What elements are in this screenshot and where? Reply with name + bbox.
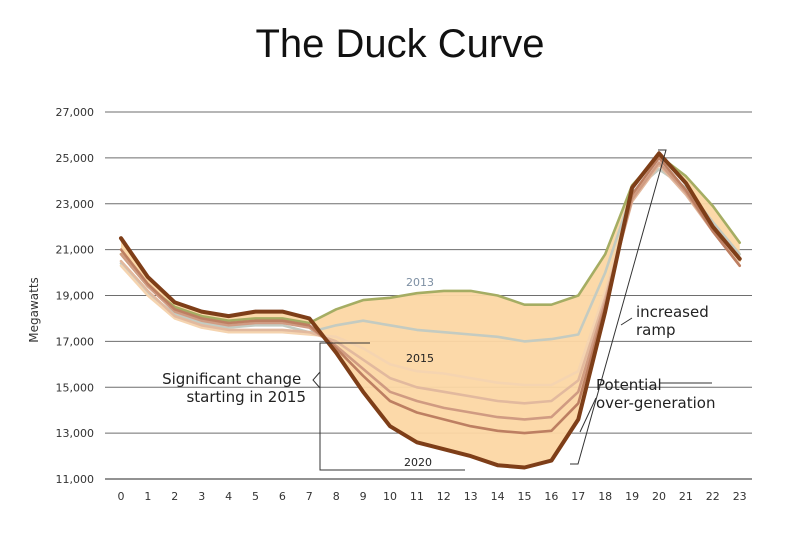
x-tick-label: 21 <box>679 490 693 503</box>
y-tick-label: 15,000 <box>56 381 95 394</box>
y-tick-label: 11,000 <box>56 473 95 486</box>
series-line <box>119 163 742 405</box>
chart-title: The Duck Curve <box>255 22 545 66</box>
x-tick-labels: 0 1 2 3 4 5 6 7 8 9 10 11 12 13 14 15 16 17 18 19 20 21 22 23 <box>118 490 747 503</box>
annotation-increased-ramp-line2: ramp <box>636 321 676 339</box>
annotation-potential-overgeneration-line1: Potential <box>596 376 662 394</box>
x-tick-label: 4 <box>225 490 232 503</box>
x-tick-label: 20 <box>652 490 666 503</box>
svg-text:Potential over-generatio: Potential over-generation <box>596 376 715 412</box>
x-tick-label: 13 <box>464 490 478 503</box>
y-tick-label: 27,000 <box>56 106 95 119</box>
bracket-significant-change <box>319 342 465 471</box>
bracket-pointer <box>312 371 321 389</box>
x-tick-label: 18 <box>598 490 612 503</box>
series-labels: 2013 2015 2020 <box>404 276 434 469</box>
x-tick-label: 6 <box>279 490 286 503</box>
x-tick-label: 7 <box>306 490 313 503</box>
series-label: 2015 <box>406 352 434 365</box>
x-tick-label: 22 <box>706 490 720 503</box>
x-tick-label: 17 <box>571 490 585 503</box>
annotation-increased-ramp: increased ramp <box>570 149 714 465</box>
x-tick-label: 11 <box>410 490 424 503</box>
annotation-potential-overgeneration-line2: over-generation <box>596 394 715 412</box>
x-tick-label: 0 <box>118 490 125 503</box>
annotation-significant-change-line2: starting in 2015 <box>186 388 306 406</box>
x-tick-label: 12 <box>437 490 451 503</box>
annotation-significant-change: Significant change starting in 2015 <box>162 342 465 471</box>
annotation-significant-change-line1: Significant change <box>162 370 301 388</box>
series-line <box>119 156 742 435</box>
annotation-potential-overgeneration: Potential over-generation <box>579 376 715 433</box>
annotation-increased-ramp-line1: increased <box>636 303 709 321</box>
y-tick-label: 17,000 <box>56 335 95 348</box>
x-tick-label: 3 <box>198 490 205 503</box>
y-tick-labels: 11,000 13,000 15,000 17,000 19,000 21,000 23,0… <box>56 106 95 486</box>
x-tick-label: 19 <box>625 490 639 503</box>
series-line <box>119 161 742 421</box>
x-tick-label: 8 <box>333 490 340 503</box>
y-tick-label: 13,000 <box>56 427 95 440</box>
x-tick-label: 16 <box>544 490 558 503</box>
x-tick-label: 23 <box>733 490 747 503</box>
x-tick-label: 10 <box>383 490 397 503</box>
series-label: 2020 <box>404 456 432 469</box>
y-axis-label: Megawatts <box>27 277 41 343</box>
x-tick-label: 1 <box>144 490 151 503</box>
series-lines <box>119 151 742 470</box>
ramp-bracket <box>570 149 667 465</box>
series-line <box>119 151 742 470</box>
y-tick-label: 21,000 <box>56 244 95 257</box>
y-tick-label: 25,000 <box>56 152 95 165</box>
overgeneration-pointer <box>579 397 597 433</box>
x-tick-label: 9 <box>360 490 367 503</box>
x-tick-label: 14 <box>491 490 505 503</box>
ramp-pointer <box>620 317 633 326</box>
x-tick-label: 5 <box>252 490 259 503</box>
series-label: 2013 <box>406 276 434 289</box>
svg-text:Significant change start: Significant change starting in 2015 <box>162 370 306 406</box>
y-tick-label: 23,000 <box>56 198 95 211</box>
y-tick-label: 19,000 <box>56 290 95 303</box>
x-tick-label: 2 <box>171 490 178 503</box>
x-tick-label: 15 <box>518 490 532 503</box>
svg-text:increased ramp: increased ramp <box>636 303 714 339</box>
